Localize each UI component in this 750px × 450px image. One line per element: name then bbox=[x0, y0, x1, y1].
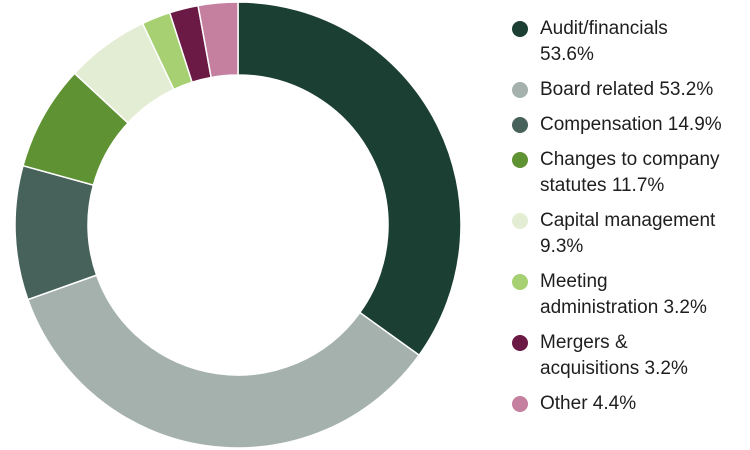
legend-swatch-capital-management bbox=[512, 213, 528, 229]
donut-slice-0 bbox=[237, 1, 462, 357]
legend-swatch-compensation bbox=[512, 117, 528, 133]
legend-label-line1: Meeting bbox=[540, 271, 608, 292]
legend-label-line1: Compensation 14.9% bbox=[540, 114, 722, 135]
donut-slice-7 bbox=[197, 1, 239, 79]
legend-label-line2: 9.3% bbox=[540, 236, 584, 257]
legend-item-board-related: Board related 53.2% bbox=[512, 77, 742, 103]
legend-label-line1: Board related 53.2% bbox=[540, 79, 714, 100]
legend-label-line2: statutes 11.7% bbox=[540, 175, 665, 196]
legend-item-compensation: Compensation 14.9% bbox=[512, 112, 742, 138]
legend-label-line1: Audit/financials bbox=[540, 18, 668, 39]
legend-label-line1: Capital management bbox=[540, 210, 716, 231]
legend-item-changes-to-company-statutes: Changes to company statutes 11.7% bbox=[512, 147, 742, 199]
legend-label-line1: Mergers & bbox=[540, 332, 628, 353]
legend-item-other: Other 4.4% bbox=[512, 391, 742, 417]
legend-swatch-mergers-acquisitions bbox=[512, 335, 528, 351]
legend-item-capital-management: Capital management 9.3% bbox=[512, 208, 742, 260]
legend-item-audit-financials: Audit/financials 53.6% bbox=[512, 16, 742, 68]
legend: Audit/financials 53.6% Board related 53.… bbox=[512, 16, 742, 426]
legend-item-meeting-administration: Meeting administration 3.2% bbox=[512, 269, 742, 321]
legend-label-line1: Changes to company bbox=[540, 149, 720, 170]
donut-slice-1 bbox=[26, 274, 421, 449]
legend-swatch-other bbox=[512, 396, 528, 412]
legend-item-mergers-acquisitions: Mergers & acquisitions 3.2% bbox=[512, 330, 742, 382]
legend-swatch-audit-financials bbox=[512, 21, 528, 37]
legend-label-line2: administration 3.2% bbox=[540, 297, 707, 318]
legend-swatch-board-related bbox=[512, 82, 528, 98]
legend-label-line2: 53.6% bbox=[540, 44, 594, 65]
donut-slice-2 bbox=[14, 164, 98, 301]
legend-label-line1: Other 4.4% bbox=[540, 393, 637, 414]
legend-swatch-changes-to-company-statutes bbox=[512, 152, 528, 168]
legend-swatch-meeting-administration bbox=[512, 274, 528, 290]
legend-label-line2: acquisitions 3.2% bbox=[540, 358, 688, 379]
